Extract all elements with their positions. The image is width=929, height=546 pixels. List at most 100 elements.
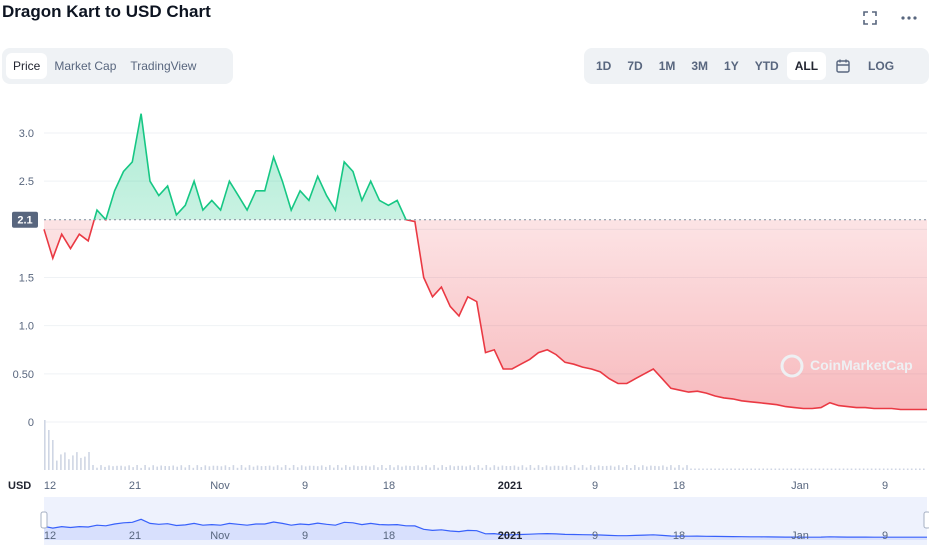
volume-bar [104, 466, 106, 470]
y-tick-label: 0 [28, 417, 34, 429]
volume-bar [702, 468, 704, 470]
volume-bar [501, 465, 504, 470]
volume-bar [513, 465, 516, 470]
volume-bar [433, 465, 435, 470]
range-1d[interactable]: 1D [596, 59, 612, 73]
volume-bar [561, 466, 564, 470]
volume-bar [890, 468, 893, 470]
range-7d[interactable]: 7D [627, 59, 643, 73]
volume-bar [609, 465, 612, 470]
volume-bar [192, 467, 195, 470]
volume-bar [461, 465, 463, 470]
volume-bar [481, 467, 484, 470]
volume-bar [180, 465, 183, 470]
volume-bar [557, 465, 560, 470]
range-all[interactable]: ALL [786, 52, 827, 80]
volume-bar [76, 452, 78, 470]
volume-bar [782, 468, 785, 470]
navigator-handle-left[interactable] [40, 511, 48, 529]
navigator-line [43, 518, 927, 538]
volume-bar [766, 468, 769, 470]
volume-bar [84, 456, 86, 470]
volume-bar [533, 467, 536, 470]
volume-bar [128, 465, 130, 470]
calendar-icon[interactable] [826, 58, 860, 74]
x-tick-label: 9 [882, 480, 888, 492]
volume-bar [814, 468, 817, 470]
x-tick-label: 2021 [498, 480, 522, 492]
range-1m[interactable]: 1M [658, 59, 676, 73]
volume-bar [116, 465, 118, 470]
volume-bar [284, 465, 287, 470]
volume-bar [822, 468, 825, 470]
volume-bar [778, 468, 781, 470]
volume-bar [593, 466, 596, 470]
volume-bar [64, 452, 66, 470]
price-line-below [43, 219, 927, 411]
range-3m[interactable]: 3M [691, 59, 709, 73]
volume-bar [826, 468, 829, 470]
volume-bar [541, 467, 544, 470]
chart-type-tabs: Price Market Cap TradingView [2, 48, 233, 84]
volume-bar [96, 467, 98, 470]
volume-bar [915, 468, 917, 470]
navigator-tick-label: 18 [383, 530, 395, 542]
volume-bar [605, 465, 608, 470]
tab-market-cap[interactable]: Market Cap [54, 59, 117, 73]
volume-bar [919, 468, 921, 470]
volume-bar [894, 468, 897, 470]
range-ytd[interactable]: YTD [754, 59, 779, 73]
y-tick-label: 0.50 [13, 369, 34, 381]
navigator-tick-label: Jan [791, 530, 809, 542]
volume-bar [818, 468, 821, 470]
more-icon[interactable] [899, 8, 919, 28]
volume-bar [453, 466, 455, 470]
tab-price[interactable]: Price [6, 53, 48, 79]
volume-bar [381, 465, 383, 470]
tab-tradingview[interactable]: TradingView [130, 59, 197, 73]
volume-bar [256, 465, 259, 470]
volume-bar [329, 465, 331, 470]
volume-bar [276, 465, 279, 470]
range-1y[interactable]: 1Y [724, 59, 739, 73]
volume-bar [565, 465, 568, 470]
volume-bar [838, 468, 841, 470]
log-toggle[interactable]: LOG [868, 59, 895, 73]
navigator-tick-label: 9 [592, 530, 598, 542]
volume-bar [465, 466, 467, 470]
fullscreen-icon[interactable] [860, 8, 880, 28]
x-tick-label: 21 [129, 480, 141, 492]
volume-bar [682, 467, 684, 470]
volume-bar [842, 468, 845, 470]
volume-bar [52, 440, 54, 470]
volume-bar [666, 466, 668, 470]
volume-bar [473, 467, 476, 470]
volume-bar [830, 468, 833, 470]
volume-bar [858, 468, 861, 470]
volume-bar [646, 466, 648, 470]
volume-bar [902, 468, 905, 470]
volume-bar [228, 467, 231, 470]
volume-bar [397, 465, 399, 470]
volume-bar [774, 468, 777, 470]
price-line-above [93, 113, 410, 220]
volume-bar [722, 468, 724, 470]
volume-bar [365, 465, 367, 470]
volume-bar [148, 467, 150, 470]
range-selector: 1D 7D 1M 3M 1Y YTD ALL LOG [584, 48, 929, 84]
x-tick-label: 9 [592, 480, 598, 492]
volume-bar [770, 468, 773, 470]
volume-bar [204, 465, 207, 470]
volume-bar [244, 467, 247, 470]
navigator-handle-right[interactable] [923, 511, 929, 529]
volume-bar [477, 465, 480, 470]
volume-bar [409, 465, 411, 470]
volume-bar [413, 466, 415, 470]
y-tick-label: 3.0 [19, 128, 34, 140]
volume-bar [642, 465, 644, 470]
volume-bar [445, 467, 447, 470]
volume-bar [224, 465, 227, 470]
volume-bar [389, 465, 391, 470]
volume-bar [196, 465, 199, 470]
